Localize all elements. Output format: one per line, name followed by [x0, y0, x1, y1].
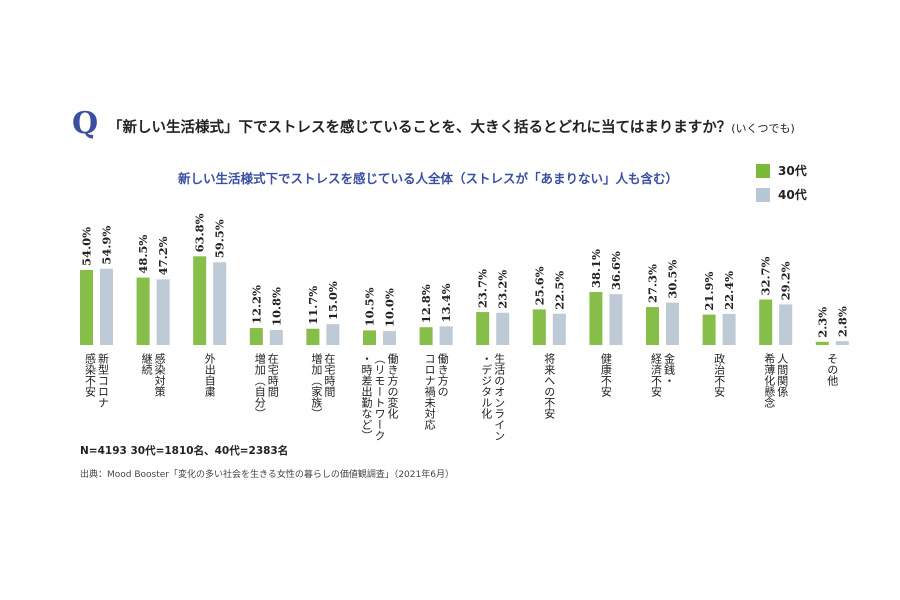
bar-40-0 [100, 268, 113, 345]
value-label-30-4: 11.7% [306, 286, 320, 325]
value-label-30-0: 54.0% [80, 227, 94, 266]
category-label-0: 新型コロナ 感染不安 [83, 353, 110, 408]
bar-40-6 [439, 326, 453, 345]
bar-30-10 [646, 307, 659, 345]
bar-40-2 [213, 262, 227, 345]
bar-30-2 [193, 256, 207, 345]
bar-30-8 [532, 309, 546, 345]
bar-40-7 [496, 312, 510, 345]
q-mark: Q [72, 106, 99, 141]
bar-30-0 [80, 269, 93, 345]
bar-40-4 [326, 324, 340, 345]
source-note: 出典：Mood Booster「変化の多い社会を生きる女性の暮らしの価値観調査」… [80, 470, 454, 480]
bar-30-13 [815, 341, 829, 345]
value-label-30-1: 48.5% [136, 235, 150, 274]
bar-40-1 [156, 279, 170, 345]
value-label-40-3: 10.8% [269, 287, 283, 326]
category-label-9: 健康不安 [599, 353, 613, 397]
value-label-30-10: 27.3% [646, 264, 660, 303]
value-label-40-12: 29.2% [779, 261, 793, 300]
value-label-30-9: 38.1% [589, 249, 603, 288]
value-label-40-1: 47.2% [156, 236, 170, 275]
bar-30-9 [589, 292, 603, 345]
bar-40-8 [552, 313, 566, 345]
bar-40-9 [609, 294, 623, 345]
value-label-30-12: 32.7% [759, 257, 773, 296]
category-label-11: 政治不安 [712, 353, 726, 397]
value-label-40-11: 22.4% [722, 271, 736, 310]
value-label-30-7: 23.7% [476, 269, 490, 308]
value-label-40-13: 2.8% [835, 306, 849, 337]
sample-size-note: N=4193 30代=1810名、40代=2383名 [80, 445, 289, 457]
category-label-2: 外出自粛 [203, 353, 217, 397]
bar-40-5 [383, 331, 396, 345]
value-label-40-2: 59.5% [213, 219, 227, 258]
value-label-30-5: 10.5% [363, 287, 377, 326]
bar-40-13 [835, 341, 849, 345]
bar-30-12 [759, 299, 773, 345]
legend-item-40: 40代 [756, 186, 807, 203]
bar-30-5 [363, 330, 376, 345]
category-label-5: 働き方の変化 （リモートワーク ・時差出勤など） [360, 353, 399, 441]
chart-title: 新しい生活様式下でストレスを感じている人全体（ストレスが「あまりない」人も含む） [178, 171, 679, 186]
bar-30-1 [136, 277, 150, 345]
value-label-40-5: 10.0% [383, 288, 397, 327]
category-label-1: 感染対策 継続 [140, 353, 167, 397]
question-note: (いくつでも) [731, 122, 795, 135]
question-main: 「新しい生活様式」下でストレスを感じていることを、大きく括るとどれに当てはまりま… [108, 120, 732, 136]
bar-40-10 [666, 302, 679, 345]
value-label-30-8: 25.6% [532, 266, 546, 305]
value-label-30-11: 21.9% [702, 272, 716, 311]
value-label-40-0: 54.9% [100, 226, 114, 265]
category-label-6: 働き方の コロナ禍未対応 [423, 353, 450, 430]
category-label-13: その他 [825, 353, 839, 386]
bar-30-11 [702, 314, 716, 345]
value-label-40-6: 13.4% [439, 283, 453, 322]
value-label-40-8: 22.5% [552, 271, 566, 310]
category-label-12: 人間関係 希薄化懸念 [762, 353, 789, 408]
value-label-40-10: 30.5% [666, 260, 680, 299]
category-label-7: 生活のオンライン ・デジタル化 [479, 353, 506, 441]
bar-40-3 [269, 329, 283, 345]
category-label-4: 在宅時間 増加（家族） [309, 353, 336, 419]
legend-item-30: 30代 [756, 162, 807, 179]
category-label-3: 在宅時間 増加（自分） [253, 353, 280, 419]
value-label-30-2: 63.8% [193, 213, 207, 252]
legend-swatch-30 [756, 163, 770, 178]
bar-40-12 [779, 304, 793, 345]
bar-30-3 [249, 328, 263, 345]
legend-label-40: 40代 [778, 188, 807, 202]
value-label-40-9: 36.6% [609, 251, 623, 290]
category-label-10: 金銭・ 経済不安 [649, 353, 676, 397]
bar-30-6 [419, 327, 433, 345]
value-label-30-3: 12.2% [249, 285, 263, 324]
value-label-30-13: 2.3% [815, 307, 829, 338]
category-label-8: 将来への不安 [542, 353, 556, 419]
value-label-40-7: 23.2% [496, 270, 510, 309]
question-text: 「新しい生活様式」下でストレスを感じていることを、大きく括るとどれに当てはまりま… [108, 116, 795, 137]
bar-30-7 [476, 312, 490, 345]
value-label-40-4: 15.0% [326, 281, 340, 320]
bar-30-4 [306, 328, 320, 345]
legend-swatch-40 [756, 187, 770, 202]
value-label-30-6: 12.8% [419, 284, 433, 323]
legend-label-30: 30代 [778, 164, 807, 178]
bar-40-11 [722, 313, 736, 345]
